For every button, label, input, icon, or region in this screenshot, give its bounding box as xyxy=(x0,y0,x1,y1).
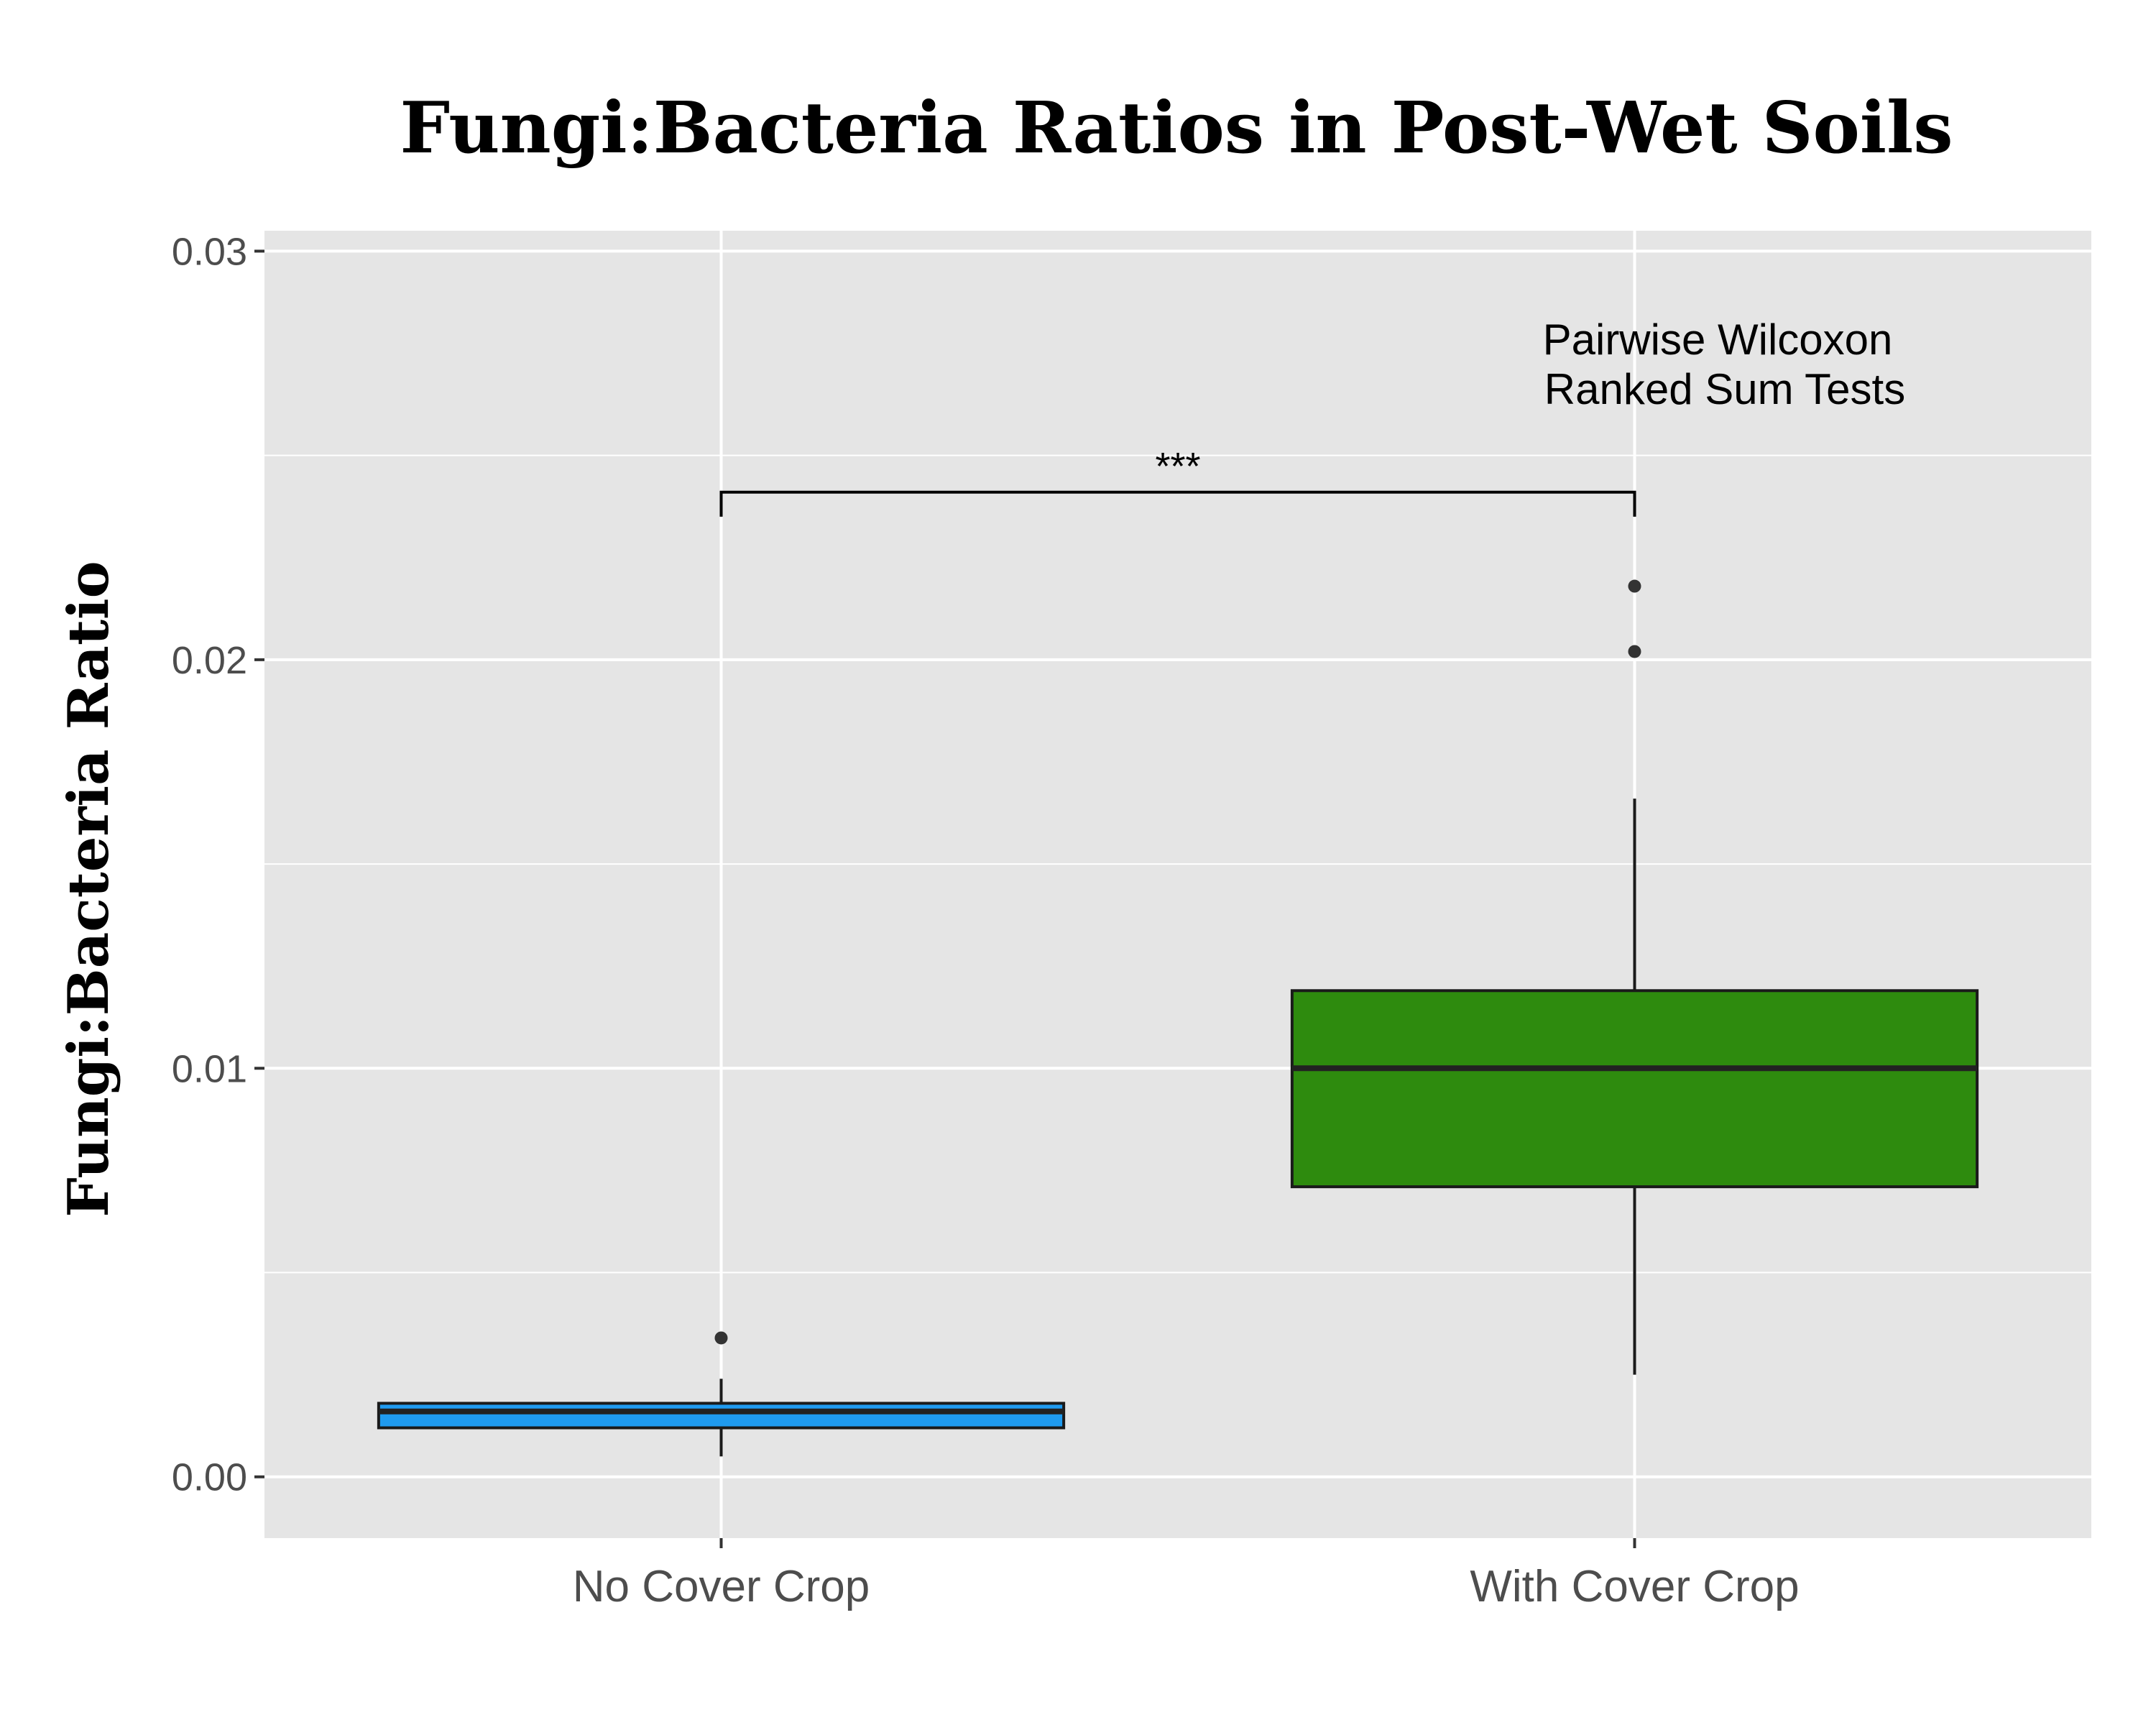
x-tick-label: With Cover Crop xyxy=(1470,1562,1799,1611)
axis-layer: 0.00 0.01 0.02 0.03 No Cover Crop With Cover … xyxy=(172,230,1800,1611)
box-iqr xyxy=(1290,989,1979,1189)
significance-label: *** xyxy=(1155,445,1200,488)
y-tick-label: 0.02 xyxy=(172,639,247,682)
outlier-point xyxy=(714,1331,728,1345)
significance-bracket xyxy=(719,490,1636,517)
chart-title: Fungi:Bacteria Ratios in Post-Wet Soils xyxy=(400,87,1953,170)
annotation-layer: *** Pairwise Wilcoxon Ranked Sum Tests xyxy=(719,316,1905,517)
y-axis-label: Fungi:Bacteria Ratio xyxy=(56,561,121,1217)
outlier-point xyxy=(1628,645,1641,658)
y-tick-label: 0.03 xyxy=(172,230,247,273)
y-tick-label: 0.01 xyxy=(172,1047,247,1090)
box-group xyxy=(377,1331,1066,1457)
plot-panel xyxy=(264,231,2091,1538)
box-group xyxy=(1290,579,1979,1375)
test-annotation-line-2: Ranked Sum Tests xyxy=(1544,365,1905,413)
box-iqr xyxy=(377,1402,1066,1430)
x-tick-label: No Cover Crop xyxy=(573,1562,870,1611)
outlier-point xyxy=(1628,579,1641,593)
test-annotation-line-1: Pairwise Wilcoxon xyxy=(1543,316,1893,364)
boxes-layer xyxy=(377,579,1979,1457)
y-tick-label: 0.00 xyxy=(172,1456,247,1499)
